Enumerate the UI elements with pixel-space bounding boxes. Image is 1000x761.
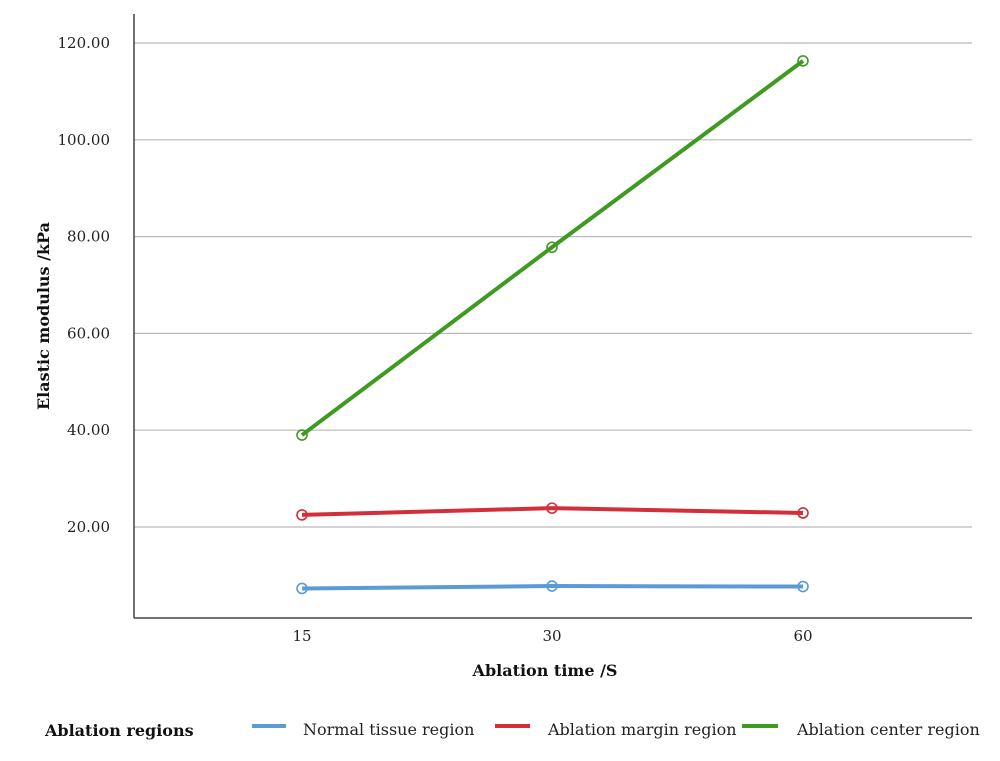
data-point [296, 509, 308, 521]
data-point [797, 507, 809, 519]
series-line [301, 584, 804, 591]
legend-item: Normal tissue region [252, 720, 474, 739]
legend-item: Ablation margin region [495, 720, 737, 739]
x-tick-label: 60 [793, 627, 812, 645]
y-tick-label: 80.00 [67, 228, 110, 246]
series-lines [296, 55, 809, 595]
data-point [546, 241, 558, 254]
legend-items: Normal tissue region Ablation margin regi… [252, 720, 980, 739]
y-axis-title: Elastic modulus /kPa [34, 222, 53, 410]
series-line [301, 506, 804, 517]
gridlines [134, 42, 972, 528]
y-tick-label: 120.00 [58, 34, 111, 52]
data-point [546, 580, 558, 592]
data-point [797, 580, 809, 593]
y-tick-label: 60.00 [67, 324, 110, 342]
legend-label: Ablation margin region [547, 720, 737, 739]
legend-label: Ablation center region [796, 720, 980, 739]
legend-title: Ablation regions [44, 721, 194, 740]
legend-label: Normal tissue region [303, 720, 474, 739]
legend-item: Ablation center region [742, 720, 980, 739]
legend: Ablation regions Normal tissue region Abl… [44, 720, 980, 740]
y-tick-label: 20.00 [67, 518, 110, 536]
x-tick-label: 15 [292, 627, 311, 645]
series-3 [296, 55, 809, 441]
x-tick-label: 30 [542, 627, 561, 645]
series-line [300, 59, 805, 437]
data-point [296, 429, 308, 441]
data-point [296, 582, 308, 595]
y-tick-label: 100.00 [58, 131, 111, 149]
y-tick-label: 40.00 [67, 421, 110, 439]
data-point [797, 55, 809, 67]
x-ticks: 15 30 60 [292, 627, 812, 645]
data-point [546, 502, 558, 514]
x-axis-title: Ablation time /S [472, 661, 618, 680]
y-ticks: 20.00 40.00 60.00 80.00 100.00 120.00 [58, 34, 111, 536]
series-1 [296, 580, 809, 595]
series-2 [296, 502, 809, 521]
